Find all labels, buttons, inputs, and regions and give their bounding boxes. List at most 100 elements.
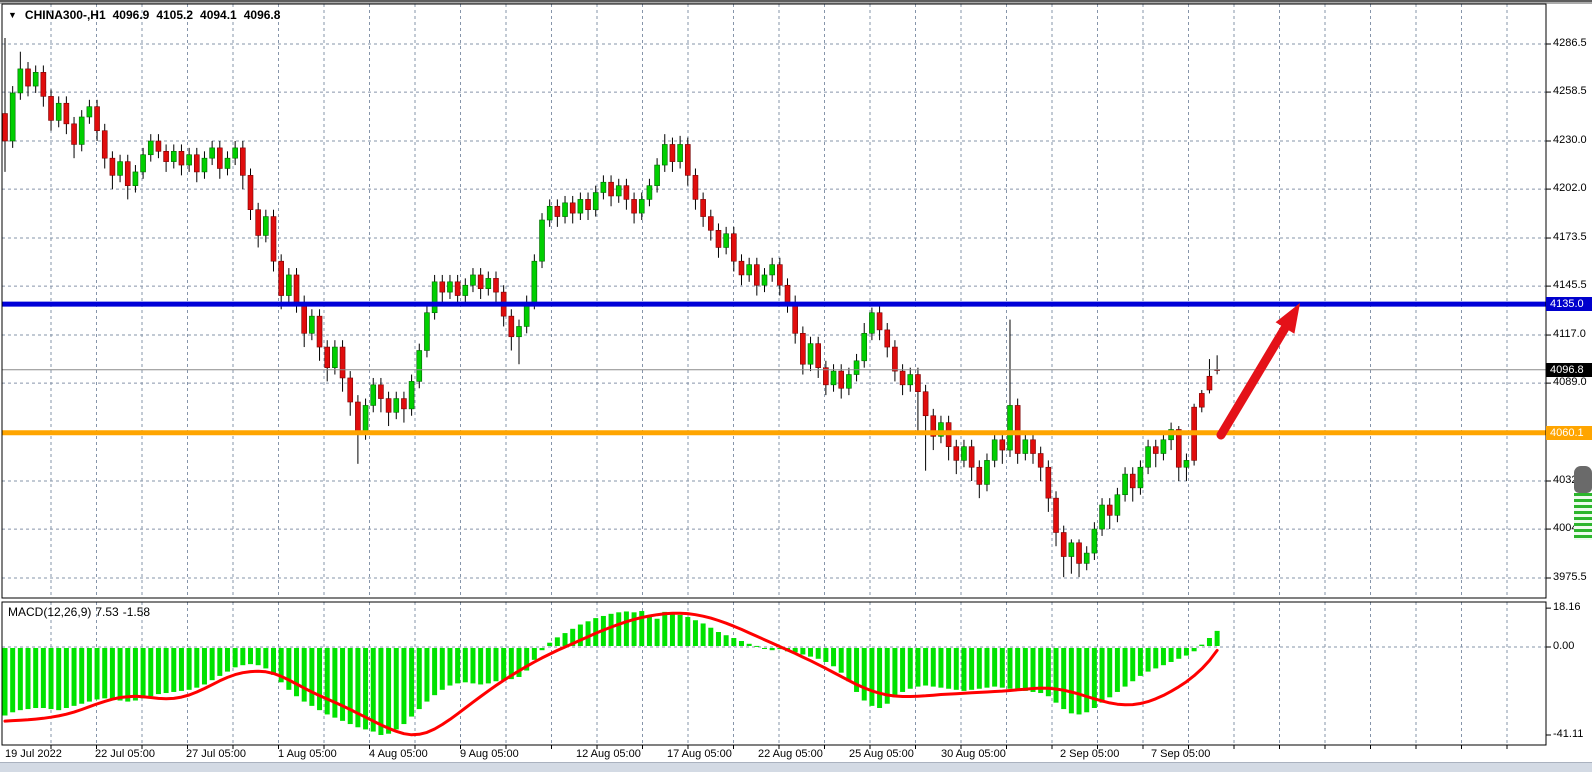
macd-histogram-bar <box>416 648 422 710</box>
macd-histogram-bar <box>317 648 323 711</box>
trend-arrow-shaft[interactable] <box>1216 323 1290 440</box>
macd-histogram-bar <box>524 648 530 671</box>
macd-histogram-bar <box>102 648 108 699</box>
candle-body <box>631 199 637 214</box>
macd-histogram-bar <box>263 648 269 669</box>
macd-histogram-bar <box>1099 648 1105 703</box>
candle-body <box>884 329 891 348</box>
price-axis-label: 3975.5 <box>1553 571 1587 583</box>
right-edge-scroll-thumb[interactable] <box>1574 466 1592 540</box>
candle-body <box>470 274 476 286</box>
trend-arrow-head[interactable] <box>1275 303 1300 334</box>
time-axis-label: 7 Sep 05:00 <box>1151 748 1211 760</box>
candle-body <box>270 216 277 262</box>
macd-histogram-bar <box>669 612 675 646</box>
macd-histogram-bar <box>1107 648 1113 698</box>
macd-histogram-bar <box>48 648 54 710</box>
macd-histogram-bar <box>854 648 860 692</box>
time-axis-label: 22 Jul 05:00 <box>95 748 155 760</box>
candle-body <box>1083 552 1090 564</box>
macd-histogram-bar <box>654 618 660 646</box>
candle-body <box>784 284 791 303</box>
candle-body <box>2 113 8 142</box>
candle-body <box>263 216 269 236</box>
macd-histogram-bar <box>86 648 92 702</box>
candle-body <box>731 233 737 262</box>
candle-body <box>592 192 599 210</box>
candle-body <box>723 233 729 248</box>
scroll-thumb-grip[interactable] <box>1574 466 1592 493</box>
time-axis-label: 30 Aug 05:00 <box>941 748 1006 760</box>
candle-body <box>938 422 944 437</box>
macd-histogram-bar <box>531 648 537 660</box>
macd-histogram-bar <box>1061 648 1067 710</box>
macd-histogram-bar <box>240 648 246 666</box>
candle-body <box>746 264 752 276</box>
macd-histogram-bar <box>754 645 760 647</box>
candle-body <box>1053 497 1059 533</box>
candle-body <box>140 154 146 173</box>
candle-body <box>585 199 591 210</box>
candle-body <box>485 278 492 289</box>
support-price-tag: 4060.1 <box>1546 425 1592 440</box>
macd-histogram-bar <box>493 648 499 682</box>
macd-histogram-bar <box>1038 648 1044 694</box>
macd-histogram-bar <box>1199 644 1205 646</box>
ohlc-low: 4094.1 <box>200 8 237 22</box>
candle-body <box>286 274 292 296</box>
time-axis[interactable]: 19 Jul 2022 22 Jul 05:00 27 Jul 05:00 1 Aug… <box>0 748 1592 762</box>
macd-histogram-bar <box>715 632 721 646</box>
macd-histogram-bar <box>324 648 330 715</box>
candle-body <box>1037 453 1044 468</box>
symbol-dropdown-icon[interactable]: ▼ <box>8 10 17 20</box>
macd-histogram-bar <box>25 648 31 710</box>
macd-histogram-bar <box>1130 648 1136 682</box>
time-axis-label: 19 Jul 2022 <box>5 748 62 760</box>
candle-body <box>48 96 54 121</box>
candle-body <box>1106 504 1113 516</box>
macd-histogram-bar <box>953 648 959 690</box>
candle-body <box>1076 542 1082 564</box>
macd-histogram-bar <box>800 648 806 655</box>
candle-body <box>968 446 975 468</box>
macd-histogram-bar <box>33 648 39 709</box>
macd-histogram-bar <box>1114 648 1120 692</box>
macd-histogram-bar <box>923 648 929 686</box>
candle-body <box>362 405 369 434</box>
macd-histogram-bar <box>723 635 729 646</box>
candle-body <box>792 302 798 334</box>
candle-body <box>385 398 392 413</box>
macd-histogram-bar <box>769 648 775 651</box>
macd-histogram-bar <box>508 648 514 680</box>
candle-body <box>846 374 852 389</box>
macd-histogram-bar <box>1022 648 1028 691</box>
macd-histogram-bar <box>608 613 614 646</box>
price-axis-label: 4117.0 <box>1553 328 1586 341</box>
candle-body <box>178 151 185 166</box>
candle-body <box>347 377 354 403</box>
macd-histogram-bar <box>646 615 652 646</box>
macd-histogram-bar <box>984 648 990 688</box>
macd-histogram-bar <box>171 648 177 692</box>
candle-body <box>577 199 584 214</box>
candle-body <box>462 284 469 296</box>
macd-histogram-bar <box>1053 648 1059 703</box>
candle-body <box>316 315 323 348</box>
window-bottom-edge <box>0 762 1592 772</box>
candle-body <box>378 384 384 399</box>
candle-body <box>554 205 561 217</box>
macd-histogram-bar <box>163 648 169 694</box>
macd-histogram-bar <box>961 648 967 691</box>
candle-body <box>707 216 714 231</box>
macd-histogram-bar <box>700 623 706 646</box>
macd-signal-value: -1.58 <box>122 605 151 619</box>
candle-body <box>922 391 929 417</box>
macd-axis-label: 0.00 <box>1553 640 1575 652</box>
candle-body <box>600 181 607 193</box>
candle-body <box>531 260 538 303</box>
macd-histogram-bar <box>117 648 123 701</box>
candle-body <box>424 312 430 351</box>
macd-histogram-bar <box>209 648 215 681</box>
